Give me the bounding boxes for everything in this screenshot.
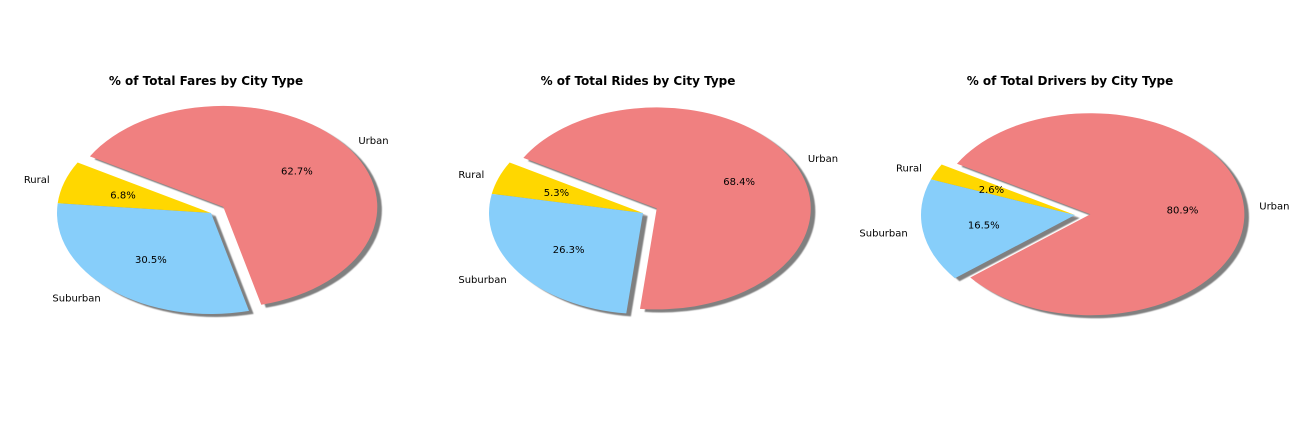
- pie-slice-suburban: [489, 193, 643, 314]
- percent-label-rural: 5.3%: [544, 188, 569, 199]
- pie-label-layer: Rural 6.8% Suburban 30.5% Urban 62.7%: [24, 136, 389, 305]
- slice-label-suburban: Suburban: [52, 293, 100, 304]
- pie-chart-drivers: % of Total Drivers by City Type Rural 2.6…: [859, 74, 1290, 319]
- pie-slice-layer: [489, 107, 811, 314]
- percent-label-urban: 62.7%: [281, 166, 313, 177]
- pie-slice-urban: [89, 105, 378, 305]
- pie-chart-fares: % of Total Fares by City Type Rural 6.8% S…: [24, 74, 389, 318]
- pie-label-layer: Rural 2.6% Suburban 16.5% Urban 80.9%: [859, 163, 1289, 239]
- pie-slice-layer: [57, 105, 378, 314]
- pie-label-layer: Rural 5.3% Suburban 26.3% Urban 68.4%: [458, 154, 838, 286]
- percent-label-suburban: 16.5%: [968, 221, 1000, 232]
- chart-title: % of Total Rides by City Type: [541, 74, 736, 88]
- pie-slice-urban: [956, 113, 1245, 316]
- slice-label-rural: Rural: [458, 170, 484, 181]
- slice-label-suburban: Suburban: [458, 275, 506, 286]
- pie-chart-rides: % of Total Rides by City Type Rural 5.3% S…: [458, 74, 838, 317]
- pie-slice-suburban: [57, 203, 249, 314]
- pie-slice-suburban: [921, 179, 1075, 279]
- slice-label-urban: Urban: [1259, 202, 1289, 213]
- slice-label-suburban: Suburban: [859, 228, 907, 239]
- slice-label-rural: Rural: [24, 175, 50, 186]
- percent-label-suburban: 26.3%: [553, 245, 585, 256]
- pie-slice-rural: [57, 162, 212, 213]
- pie-slice-rural: [491, 162, 643, 213]
- pie-slice-urban: [523, 107, 811, 310]
- percent-label-rural: 6.8%: [110, 191, 135, 202]
- percent-label-rural: 2.6%: [979, 185, 1004, 196]
- chart-title: % of Total Drivers by City Type: [967, 74, 1174, 88]
- percent-label-suburban: 30.5%: [135, 255, 167, 266]
- slice-label-urban: Urban: [808, 154, 838, 165]
- chart-title: % of Total Fares by City Type: [109, 74, 303, 88]
- slice-label-rural: Rural: [896, 163, 922, 174]
- percent-label-urban: 68.4%: [723, 177, 755, 188]
- slice-label-urban: Urban: [358, 136, 388, 147]
- pie-slice-rural: [930, 164, 1075, 215]
- pie-slice-layer: [921, 113, 1245, 316]
- percent-label-urban: 80.9%: [1167, 206, 1199, 217]
